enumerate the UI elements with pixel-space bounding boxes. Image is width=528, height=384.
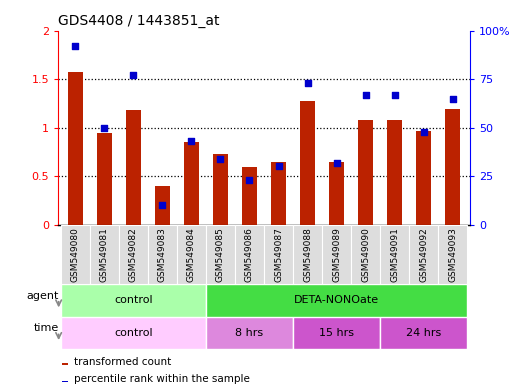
Bar <box>241 167 258 225</box>
Point <box>246 177 254 183</box>
Bar <box>126 110 142 225</box>
Bar <box>386 120 402 225</box>
Bar <box>445 109 460 225</box>
Text: time: time <box>33 323 59 333</box>
Bar <box>62 363 68 365</box>
Bar <box>148 225 177 284</box>
Point <box>129 72 138 78</box>
Text: GSM549084: GSM549084 <box>187 228 196 282</box>
Bar <box>416 131 431 225</box>
Bar <box>206 284 467 317</box>
Text: GSM549087: GSM549087 <box>274 228 283 283</box>
Bar <box>61 284 206 317</box>
Bar <box>61 225 90 284</box>
Text: GSM549085: GSM549085 <box>216 228 225 283</box>
Bar <box>357 120 373 225</box>
Text: percentile rank within the sample: percentile rank within the sample <box>74 374 250 384</box>
Text: DETA-NONOate: DETA-NONOate <box>294 295 379 306</box>
Bar <box>177 225 206 284</box>
Bar <box>235 225 264 284</box>
Bar <box>270 162 287 225</box>
Text: GSM549093: GSM549093 <box>448 228 457 283</box>
Bar <box>119 225 148 284</box>
Bar <box>90 225 119 284</box>
Point <box>158 202 167 209</box>
Point <box>100 124 109 131</box>
Bar <box>184 142 200 225</box>
Text: GSM549088: GSM549088 <box>303 228 312 283</box>
Text: GSM549081: GSM549081 <box>100 228 109 283</box>
Text: GSM549082: GSM549082 <box>129 228 138 282</box>
Text: control: control <box>114 295 153 306</box>
Point <box>390 92 399 98</box>
Text: 24 hrs: 24 hrs <box>406 328 441 338</box>
Bar <box>293 317 380 349</box>
Point <box>361 92 370 98</box>
Point <box>448 96 457 102</box>
Text: GSM549083: GSM549083 <box>158 228 167 283</box>
Bar <box>438 225 467 284</box>
Text: GSM549080: GSM549080 <box>71 228 80 283</box>
Bar <box>351 225 380 284</box>
Text: transformed count: transformed count <box>74 356 171 367</box>
Text: 15 hrs: 15 hrs <box>319 328 354 338</box>
Bar <box>97 132 112 225</box>
Text: GSM549091: GSM549091 <box>390 228 399 283</box>
Bar <box>212 154 229 225</box>
Text: GSM549090: GSM549090 <box>361 228 370 283</box>
Bar <box>155 186 171 225</box>
Bar <box>206 317 293 349</box>
Bar <box>264 225 293 284</box>
Point <box>419 129 428 135</box>
Bar <box>206 225 235 284</box>
Bar <box>299 101 316 225</box>
Text: agent: agent <box>26 291 59 301</box>
Point <box>332 159 341 166</box>
Bar <box>293 225 322 284</box>
Point <box>303 80 312 86</box>
Text: GSM549092: GSM549092 <box>419 228 428 282</box>
Bar <box>68 73 83 225</box>
Bar <box>380 317 467 349</box>
Bar <box>409 225 438 284</box>
Bar <box>380 225 409 284</box>
Bar <box>62 381 68 382</box>
Text: GSM549089: GSM549089 <box>332 228 341 283</box>
Text: GDS4408 / 1443851_at: GDS4408 / 1443851_at <box>58 14 220 28</box>
Text: GSM549086: GSM549086 <box>245 228 254 283</box>
Bar <box>328 162 344 225</box>
Bar <box>322 225 351 284</box>
Text: 8 hrs: 8 hrs <box>235 328 263 338</box>
Point <box>71 43 80 49</box>
Text: control: control <box>114 328 153 338</box>
Point <box>216 156 225 162</box>
Point <box>187 138 196 144</box>
Point <box>274 164 282 170</box>
Bar <box>61 317 206 349</box>
